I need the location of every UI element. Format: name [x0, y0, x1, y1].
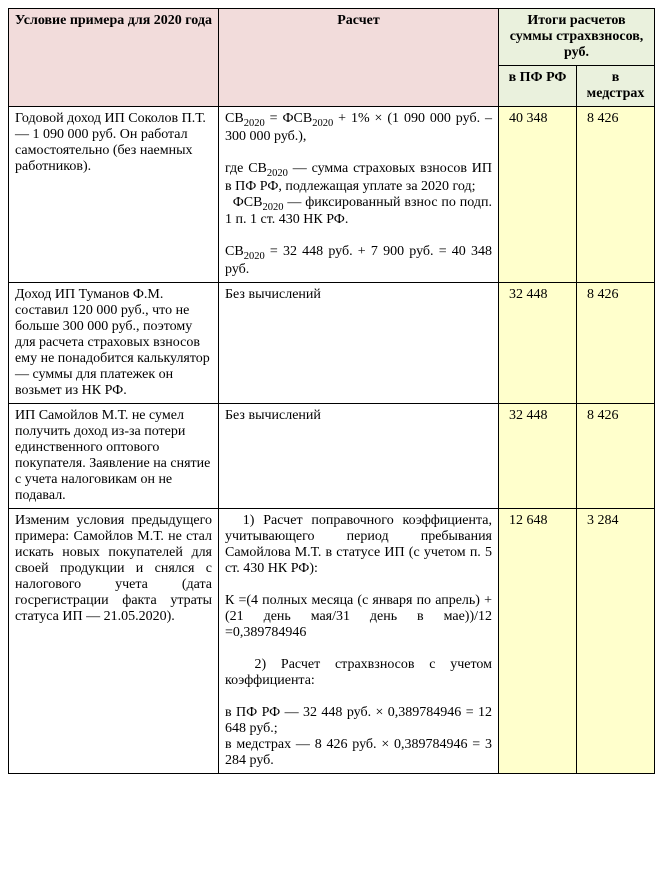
header-results-group: Итоги расчетов суммы страхвзносов, руб.	[499, 9, 655, 66]
header-calc: Расчет	[219, 9, 499, 107]
cell-condition: Изменим условия предыдущего примера: Сам…	[9, 509, 219, 774]
cell-med: 3 284	[577, 509, 655, 774]
table-row: Изменим условия предыдущего примера: Сам…	[9, 509, 655, 774]
table-row: Годовой доход ИП Соколов П.Т. — 1 090 00…	[9, 107, 655, 283]
table-row: Доход ИП Туманов Ф.М. составил 120 000 р…	[9, 283, 655, 404]
cell-pf: 40 348	[499, 107, 577, 283]
cell-calc: Без вычислений	[219, 283, 499, 404]
cell-condition: ИП Самойлов М.Т. не сумел получить доход…	[9, 404, 219, 509]
cell-med: 8 426	[577, 404, 655, 509]
table-row: ИП Самойлов М.Т. не сумел получить доход…	[9, 404, 655, 509]
cell-pf: 32 448	[499, 283, 577, 404]
cell-pf: 12 648	[499, 509, 577, 774]
cell-calc: 1) Расчет поправочного коэффициента, учи…	[219, 509, 499, 774]
cell-med: 8 426	[577, 283, 655, 404]
cell-calc: СВ2020 = ФСВ2020 + 1% × (1 090 000 руб. …	[219, 107, 499, 283]
header-condition: Условие примера для 2020 года	[9, 9, 219, 107]
cell-condition: Доход ИП Туманов Ф.М. составил 120 000 р…	[9, 283, 219, 404]
insurance-calc-table: Условие примера для 2020 года Расчет Ито…	[8, 8, 655, 774]
cell-condition: Годовой доход ИП Соколов П.Т. — 1 090 00…	[9, 107, 219, 283]
cell-calc: Без вычислений	[219, 404, 499, 509]
cell-med: 8 426	[577, 107, 655, 283]
table-body: Годовой доход ИП Соколов П.Т. — 1 090 00…	[9, 107, 655, 774]
header-pf: в ПФ РФ	[499, 66, 577, 107]
cell-pf: 32 448	[499, 404, 577, 509]
header-med: в медстрах	[577, 66, 655, 107]
